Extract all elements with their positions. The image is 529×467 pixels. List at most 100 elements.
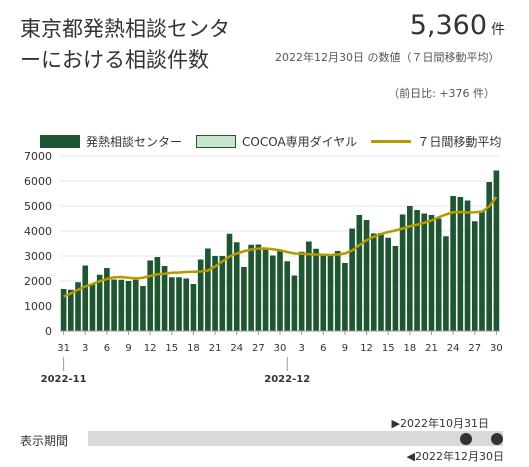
bar xyxy=(349,228,355,331)
x-tick-label: 21 xyxy=(209,343,222,354)
bar xyxy=(284,261,291,331)
bar xyxy=(89,284,96,331)
x-tick-label: 9 xyxy=(342,343,348,354)
bar xyxy=(435,218,442,331)
bar xyxy=(190,284,197,331)
bar xyxy=(205,248,211,331)
bar xyxy=(493,170,500,331)
bar xyxy=(399,214,406,331)
bar xyxy=(313,248,319,331)
x-tick-label: 24 xyxy=(447,343,460,354)
x-tick-label: 12 xyxy=(360,343,373,354)
legend-item-cocoa[interactable]: COCOA専用ダイヤル xyxy=(196,133,357,150)
x-tick-label: 15 xyxy=(382,343,395,354)
bar xyxy=(212,256,218,331)
bar xyxy=(219,256,226,331)
moving-average-line xyxy=(63,196,498,298)
bar xyxy=(197,259,204,331)
bar xyxy=(327,256,334,331)
bar-chart: 0 1000 2000 3000 4000 5000 6000 7000 31 3 6 9 12 15 18… xyxy=(24,150,503,385)
day-over-day-change: （前日比: +376 件） xyxy=(388,87,495,100)
bar xyxy=(140,286,146,331)
x-tick-label: 27 xyxy=(252,343,265,354)
bar xyxy=(450,196,456,331)
bar xyxy=(111,279,117,331)
y-tick-label: 2000 xyxy=(24,275,52,288)
bar xyxy=(486,182,492,331)
y-tick-label: 5000 xyxy=(24,200,52,213)
month-label: 2022-11 xyxy=(41,374,87,385)
x-tick-label: 3 xyxy=(298,343,304,354)
x-tick-label: 30 xyxy=(274,343,287,354)
legend-swatch-fever-center xyxy=(40,135,80,148)
bar xyxy=(118,279,125,331)
x-tick-label: 3 xyxy=(82,343,88,354)
period-slider-start-handle[interactable] xyxy=(460,433,472,445)
x-tick-label: 6 xyxy=(104,343,110,354)
bar xyxy=(277,250,283,331)
bar xyxy=(241,267,247,331)
period-end-label: ◀2022年12月30日 xyxy=(406,450,504,463)
y-tick-label: 7000 xyxy=(24,150,52,163)
bar xyxy=(125,281,132,331)
bar xyxy=(479,210,485,331)
bar xyxy=(334,251,341,331)
y-tick-label: 4000 xyxy=(24,225,52,238)
bar xyxy=(407,206,413,331)
legend-item-moving-average[interactable]: ７日間移動平均 xyxy=(371,133,501,150)
bar xyxy=(392,246,399,331)
y-tick-label: 3000 xyxy=(24,250,52,263)
bar xyxy=(255,244,262,331)
legend-swatch-cocoa xyxy=(196,135,237,148)
bar xyxy=(96,274,103,331)
x-tick-label: 24 xyxy=(230,343,243,354)
bar xyxy=(320,254,327,331)
current-value-unit: 件 xyxy=(491,22,505,38)
bar xyxy=(183,278,190,331)
legend-label-fever-center: 発熱相談センター xyxy=(86,135,183,149)
bar xyxy=(233,242,240,331)
bar xyxy=(457,197,464,331)
bar xyxy=(161,266,168,331)
bar xyxy=(385,237,392,331)
bar xyxy=(269,255,276,331)
bar xyxy=(370,233,377,331)
legend-item-fever-center[interactable]: 発熱相談センター xyxy=(40,133,182,150)
bar xyxy=(262,249,269,331)
bar xyxy=(378,233,384,331)
bar xyxy=(306,241,312,331)
legend-label-cocoa: COCOA専用ダイヤル xyxy=(242,135,358,149)
y-tick-label: 0 xyxy=(45,325,52,338)
bar xyxy=(60,289,67,331)
bar xyxy=(356,215,363,331)
bar xyxy=(176,277,182,331)
bar xyxy=(154,257,161,331)
legend-label-moving-average: ７日間移動平均 xyxy=(417,135,502,149)
period-label: 表示期間 xyxy=(20,434,69,448)
bar xyxy=(104,268,110,331)
bar xyxy=(82,265,89,331)
bar xyxy=(132,279,139,331)
bar xyxy=(342,263,348,331)
y-tick-label: 6000 xyxy=(24,175,52,188)
bar xyxy=(443,236,449,331)
y-tick-label: 1000 xyxy=(24,300,52,313)
x-tick-label: 18 xyxy=(403,343,416,354)
period-slider-end-handle[interactable] xyxy=(491,433,503,445)
current-value: 5,360 件 xyxy=(410,10,505,41)
x-tick-label: 31 xyxy=(57,343,70,354)
bar xyxy=(464,200,471,331)
x-tick-label: 27 xyxy=(468,343,481,354)
bar xyxy=(298,251,305,331)
x-tick-label: 12 xyxy=(144,343,157,354)
bar xyxy=(226,233,233,331)
x-tick-label: 6 xyxy=(320,343,326,354)
period-slider-track[interactable] xyxy=(88,431,503,446)
bar xyxy=(414,210,420,331)
x-tick-label: 15 xyxy=(165,343,178,354)
value-date-note: 2022年12月30日 の数値（７日間移動平均） xyxy=(275,51,500,64)
current-value-number: 5,360 xyxy=(409,10,487,41)
legend-line-moving-average xyxy=(371,140,412,143)
chart-legend: 発熱相談センター COCOA専用ダイヤル ７日間移動平均 xyxy=(40,133,515,150)
bar xyxy=(248,244,254,331)
